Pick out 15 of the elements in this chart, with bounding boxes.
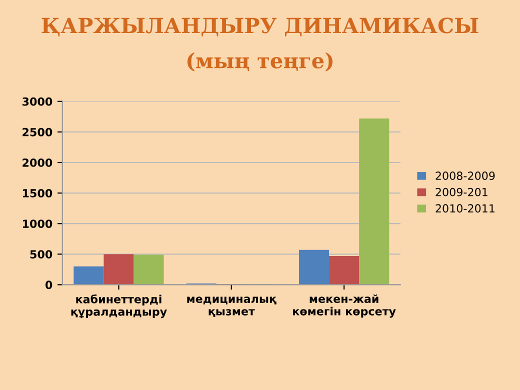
legend-label: 2010-2011 (436, 204, 494, 213)
y-tick-label: 0 (45, 280, 52, 290)
y-tick-label: 1000 (23, 220, 52, 228)
y-tick-label: 3000 (22, 97, 52, 106)
x-tick-label: кабинеттерді құралдандыру (71, 294, 167, 318)
chart-subtitle: (мың теңге) (188, 52, 332, 72)
y-tick-label: 2500 (22, 128, 52, 136)
x-tick-label: мекен-жай көмегін көрсету (293, 294, 396, 318)
y-tick-label: 1500 (23, 189, 52, 198)
legend-label: 2008-2009 (436, 172, 495, 180)
y-tick-label: 500 (30, 250, 52, 259)
x-tick-label: медициналық қызмет (187, 296, 276, 317)
y-tick-label: 2000 (22, 158, 52, 167)
legend-label: 2009-201 (436, 188, 488, 196)
chart-title: ҚАРЖЫЛАНДЫРУ ДИНАМИКАСЫ (42, 18, 478, 36)
